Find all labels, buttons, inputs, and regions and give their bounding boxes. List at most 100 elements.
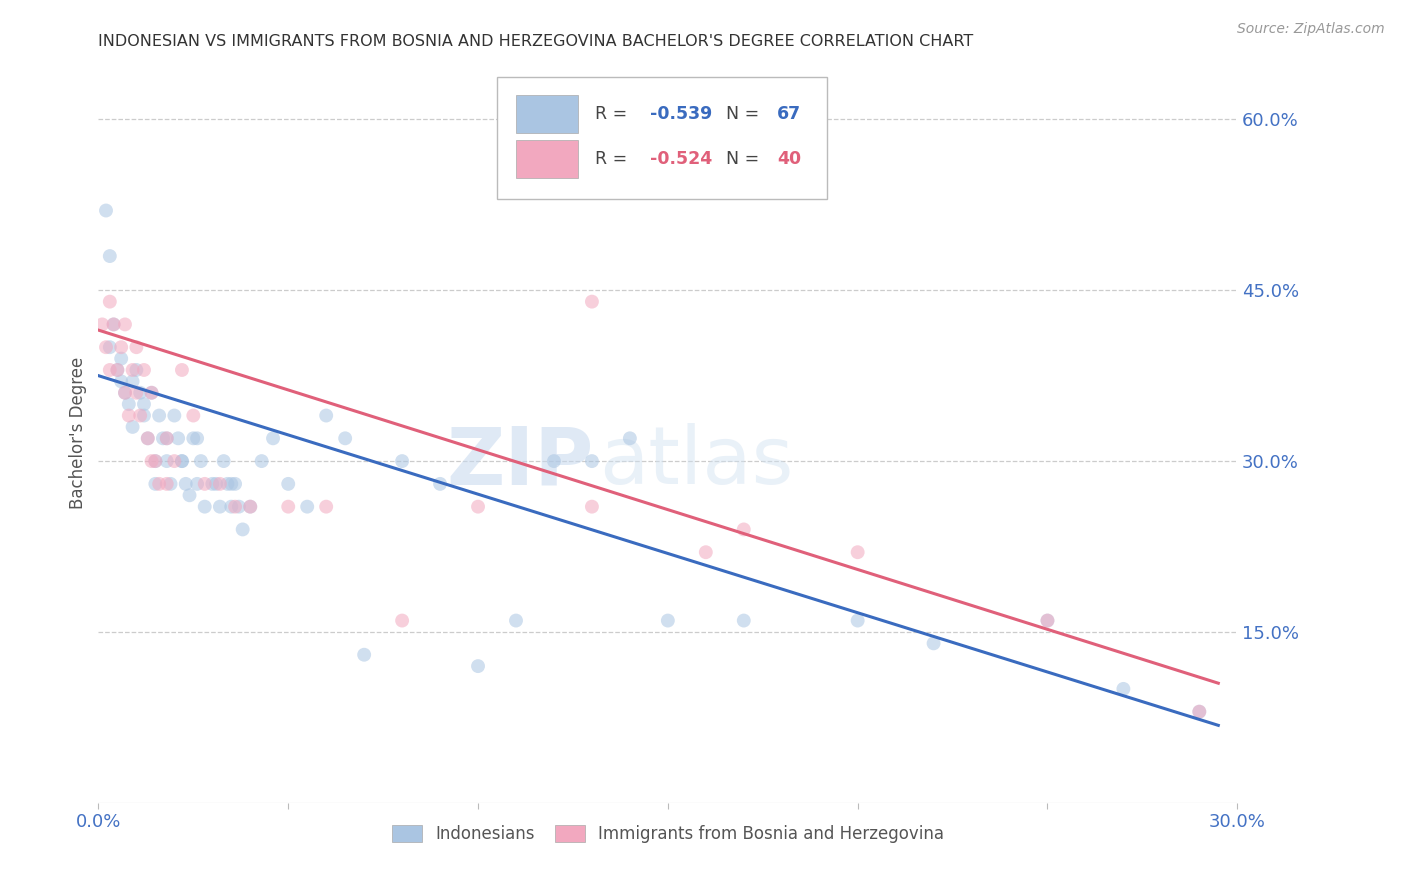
Legend: Indonesians, Immigrants from Bosnia and Herzegovina: Indonesians, Immigrants from Bosnia and … bbox=[385, 819, 950, 850]
Point bbox=[136, 431, 159, 445]
Point bbox=[114, 318, 136, 332]
Point bbox=[581, 500, 603, 514]
Point bbox=[224, 500, 246, 514]
Point bbox=[221, 500, 243, 514]
Point bbox=[179, 488, 201, 502]
Point bbox=[136, 431, 159, 445]
Point bbox=[107, 363, 129, 377]
Point bbox=[170, 363, 193, 377]
Point bbox=[118, 409, 141, 423]
Point bbox=[107, 363, 129, 377]
Point bbox=[262, 431, 284, 445]
Point bbox=[391, 614, 413, 628]
Point bbox=[228, 500, 250, 514]
Point bbox=[239, 500, 262, 514]
Point bbox=[194, 476, 217, 491]
Point bbox=[846, 614, 869, 628]
Point bbox=[132, 363, 155, 377]
Point bbox=[148, 409, 170, 423]
Point bbox=[208, 476, 231, 491]
Point bbox=[156, 476, 179, 491]
Point bbox=[114, 385, 136, 400]
Text: atlas: atlas bbox=[599, 423, 794, 501]
Point bbox=[129, 409, 152, 423]
Point bbox=[170, 454, 193, 468]
Point bbox=[297, 500, 319, 514]
Point bbox=[94, 203, 117, 218]
Text: N =: N = bbox=[725, 150, 765, 168]
Point bbox=[125, 385, 148, 400]
Text: Source: ZipAtlas.com: Source: ZipAtlas.com bbox=[1237, 22, 1385, 37]
FancyBboxPatch shape bbox=[516, 95, 578, 133]
Point bbox=[205, 476, 228, 491]
Point bbox=[186, 431, 208, 445]
Point bbox=[163, 454, 186, 468]
Point bbox=[186, 476, 208, 491]
Text: R =: R = bbox=[595, 105, 633, 123]
Point bbox=[224, 476, 246, 491]
Point bbox=[98, 340, 121, 354]
Text: ZIP: ZIP bbox=[447, 423, 593, 501]
Point bbox=[277, 500, 299, 514]
FancyBboxPatch shape bbox=[516, 140, 578, 178]
Point bbox=[156, 431, 179, 445]
Point bbox=[141, 454, 163, 468]
Text: N =: N = bbox=[725, 105, 765, 123]
Point bbox=[695, 545, 717, 559]
Point bbox=[91, 318, 114, 332]
Point bbox=[1188, 705, 1211, 719]
Point bbox=[98, 249, 121, 263]
Point bbox=[125, 340, 148, 354]
Point bbox=[110, 351, 132, 366]
Point bbox=[94, 340, 117, 354]
Point bbox=[114, 385, 136, 400]
Point bbox=[221, 476, 243, 491]
Point bbox=[250, 454, 273, 468]
Point bbox=[156, 431, 179, 445]
Point bbox=[170, 454, 193, 468]
Point bbox=[543, 454, 565, 468]
Point bbox=[121, 375, 143, 389]
Point bbox=[110, 375, 132, 389]
Point bbox=[353, 648, 375, 662]
Text: -0.524: -0.524 bbox=[650, 150, 711, 168]
Point bbox=[132, 397, 155, 411]
Point bbox=[277, 476, 299, 491]
Point bbox=[212, 454, 235, 468]
Point bbox=[145, 476, 167, 491]
Point bbox=[194, 500, 217, 514]
Point bbox=[141, 385, 163, 400]
Point bbox=[1036, 614, 1059, 628]
Point bbox=[103, 318, 125, 332]
Point bbox=[922, 636, 945, 650]
FancyBboxPatch shape bbox=[498, 78, 827, 200]
Y-axis label: Bachelor's Degree: Bachelor's Degree bbox=[69, 357, 87, 508]
Point bbox=[581, 294, 603, 309]
Point bbox=[125, 363, 148, 377]
Point bbox=[167, 431, 190, 445]
Point bbox=[98, 363, 121, 377]
Point bbox=[733, 614, 755, 628]
Text: 40: 40 bbox=[778, 150, 801, 168]
Point bbox=[98, 294, 121, 309]
Point bbox=[232, 523, 254, 537]
Point bbox=[619, 431, 641, 445]
Point bbox=[118, 397, 141, 411]
Point bbox=[121, 420, 143, 434]
Point bbox=[190, 454, 212, 468]
Point bbox=[391, 454, 413, 468]
Point bbox=[315, 409, 337, 423]
Point bbox=[217, 476, 239, 491]
Text: -0.539: -0.539 bbox=[650, 105, 711, 123]
Point bbox=[145, 454, 167, 468]
Point bbox=[156, 454, 179, 468]
Point bbox=[1188, 705, 1211, 719]
Text: 67: 67 bbox=[778, 105, 801, 123]
Point bbox=[110, 340, 132, 354]
Point bbox=[335, 431, 357, 445]
Point bbox=[103, 318, 125, 332]
Point bbox=[174, 476, 197, 491]
Point bbox=[581, 454, 603, 468]
Point bbox=[1112, 681, 1135, 696]
Text: INDONESIAN VS IMMIGRANTS FROM BOSNIA AND HERZEGOVINA BACHELOR'S DEGREE CORRELATI: INDONESIAN VS IMMIGRANTS FROM BOSNIA AND… bbox=[98, 34, 974, 49]
